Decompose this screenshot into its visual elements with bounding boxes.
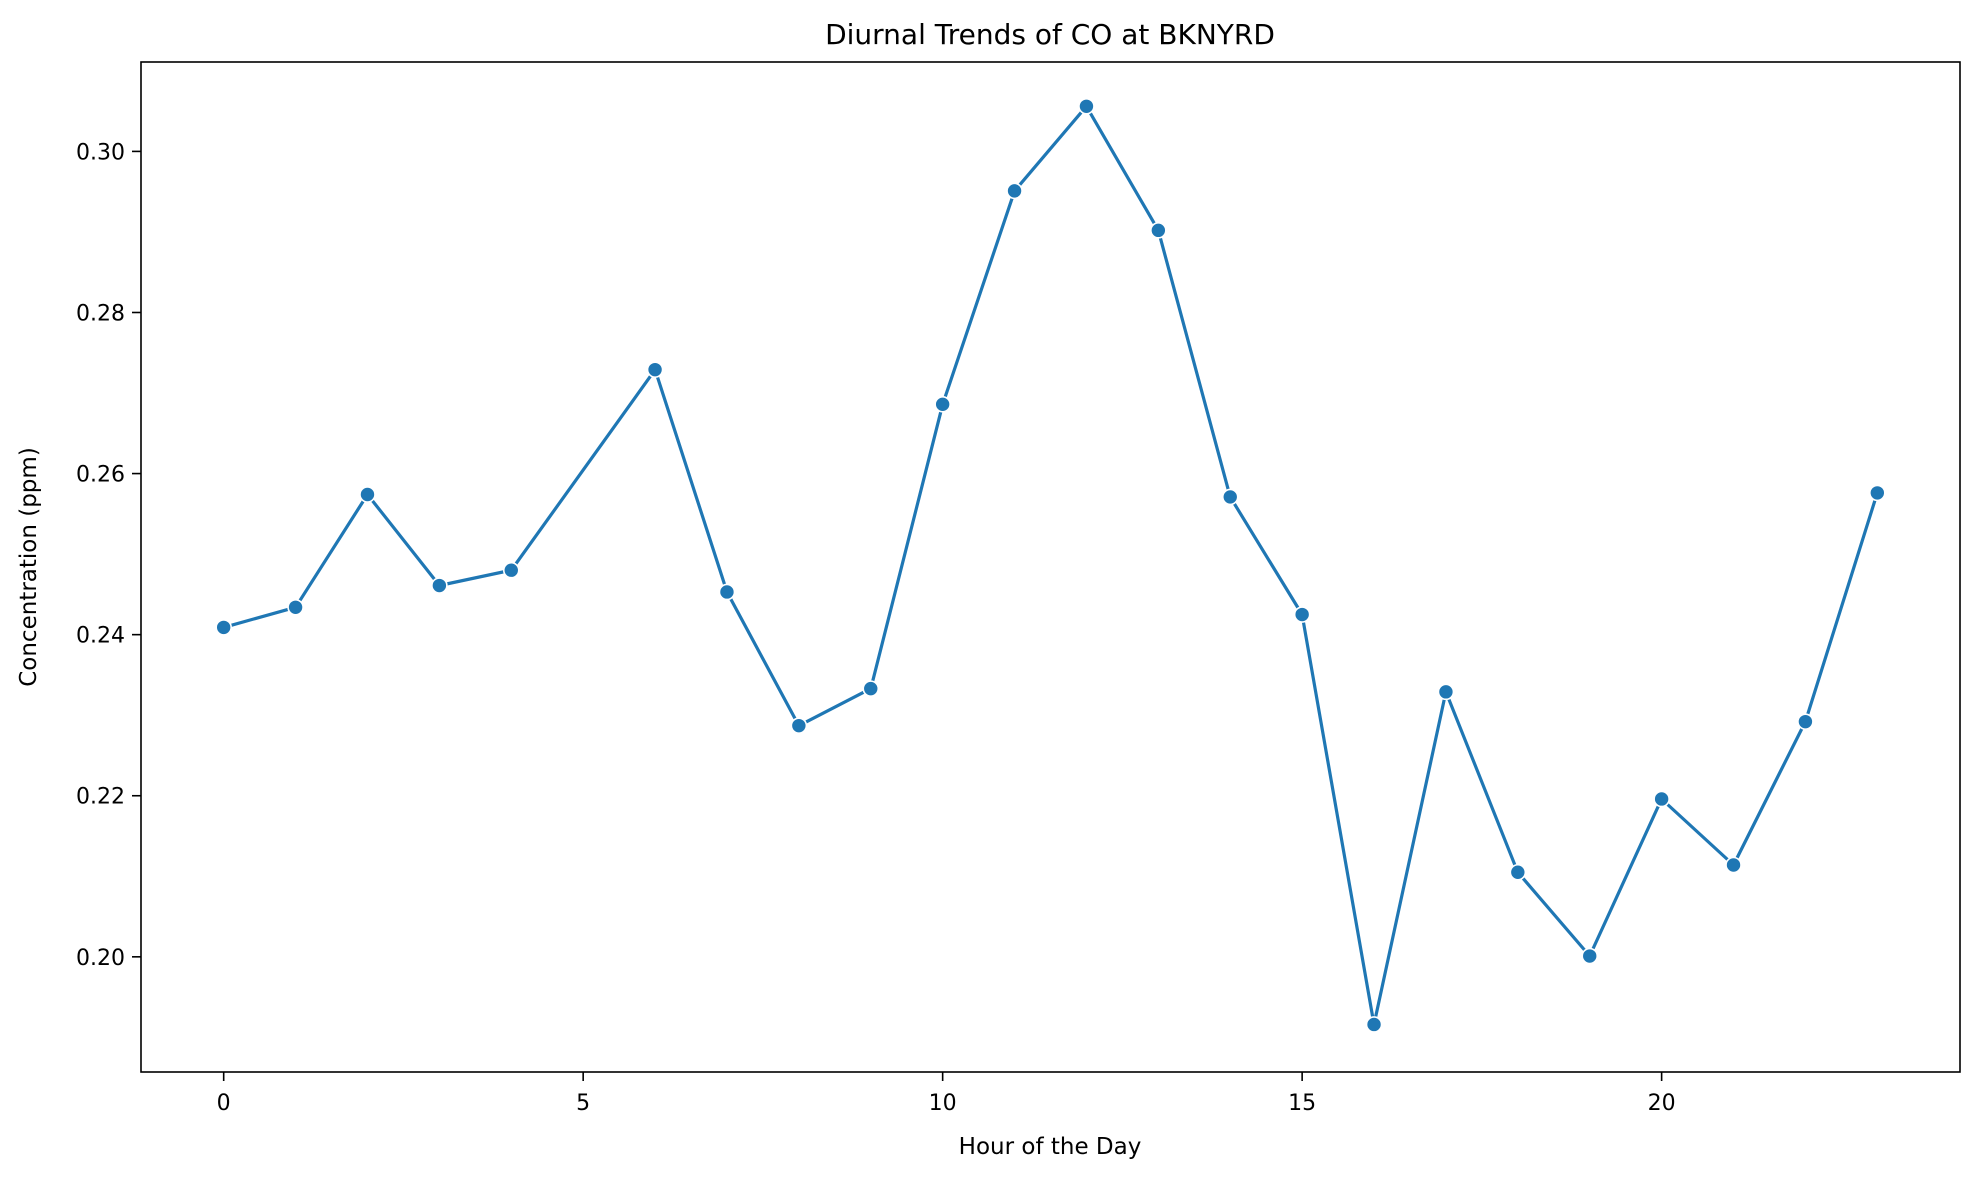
x-tick-label: 5 bbox=[576, 1091, 590, 1116]
chart-title: Diurnal Trends of CO at BKNYRD bbox=[825, 18, 1275, 51]
data-point bbox=[287, 598, 304, 616]
y-tick-label: 0.24 bbox=[76, 624, 125, 649]
y-tick-label: 0.30 bbox=[76, 140, 125, 165]
data-point bbox=[215, 619, 232, 636]
data-point bbox=[1365, 1016, 1383, 1033]
data-point bbox=[1509, 863, 1527, 881]
y-tick-label: 0.22 bbox=[76, 785, 125, 810]
data-point bbox=[1653, 790, 1670, 808]
data-point bbox=[1221, 488, 1239, 506]
data-point bbox=[1797, 713, 1814, 730]
data-point bbox=[1869, 484, 1886, 502]
y-tick-label: 0.20 bbox=[76, 946, 125, 971]
y-tick-label: 0.26 bbox=[76, 463, 125, 488]
x-tick-label: 20 bbox=[1648, 1091, 1676, 1116]
data-point bbox=[862, 680, 880, 697]
data-point bbox=[1078, 97, 1095, 115]
y-axis-label: Concentration (ppm) bbox=[16, 447, 42, 687]
data-point bbox=[502, 561, 520, 579]
data-point bbox=[1725, 856, 1742, 874]
data-point bbox=[1437, 683, 1455, 701]
x-axis: 0 5 10 15 20 bbox=[217, 1072, 1676, 1116]
x-tick-label: 10 bbox=[929, 1091, 957, 1116]
plot-area bbox=[140, 61, 1961, 1073]
x-axis-label: Hour of the Day bbox=[959, 1134, 1142, 1160]
data-point bbox=[431, 577, 448, 594]
y-axis: 0.20 0.22 0.24 0.26 0.28 0.30 bbox=[76, 140, 141, 971]
data-point bbox=[934, 396, 951, 413]
data-point bbox=[646, 361, 664, 378]
series-line bbox=[222, 104, 1879, 1027]
data-point bbox=[1293, 606, 1311, 623]
data-point bbox=[790, 717, 808, 734]
x-tick-label: 0 bbox=[217, 1091, 231, 1116]
data-point bbox=[359, 486, 376, 503]
y-tick-label: 0.28 bbox=[76, 301, 125, 326]
x-tick-label: 15 bbox=[1288, 1091, 1316, 1116]
data-point bbox=[718, 583, 736, 601]
series-points bbox=[215, 97, 1886, 1033]
data-point bbox=[1150, 222, 1167, 239]
data-point bbox=[1581, 947, 1599, 965]
data-point bbox=[1006, 182, 1023, 200]
